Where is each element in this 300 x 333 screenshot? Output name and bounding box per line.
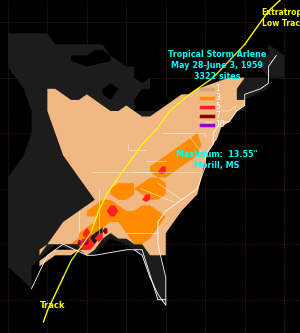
Polygon shape bbox=[158, 166, 166, 174]
Polygon shape bbox=[134, 61, 150, 83]
Polygon shape bbox=[106, 205, 119, 216]
Polygon shape bbox=[71, 50, 110, 67]
Text: 10: 10 bbox=[215, 120, 225, 129]
Polygon shape bbox=[142, 194, 150, 202]
Text: Maximum:  13.55": Maximum: 13.55" bbox=[176, 150, 258, 159]
Text: 5: 5 bbox=[215, 102, 220, 111]
Text: Extratropical
Low Track: Extratropical Low Track bbox=[262, 8, 300, 28]
Polygon shape bbox=[79, 240, 81, 244]
Text: Tropical Storm Arlene: Tropical Storm Arlene bbox=[168, 50, 266, 59]
Polygon shape bbox=[79, 222, 95, 239]
Polygon shape bbox=[134, 177, 166, 200]
Polygon shape bbox=[83, 239, 88, 245]
Polygon shape bbox=[8, 33, 284, 305]
Text: 3322 sites: 3322 sites bbox=[194, 72, 240, 81]
Polygon shape bbox=[71, 200, 166, 244]
Text: Track: Track bbox=[40, 301, 65, 310]
Polygon shape bbox=[190, 89, 197, 94]
Polygon shape bbox=[110, 183, 134, 200]
Polygon shape bbox=[103, 83, 118, 100]
Polygon shape bbox=[40, 78, 245, 266]
Polygon shape bbox=[40, 200, 103, 255]
Polygon shape bbox=[83, 227, 91, 239]
Polygon shape bbox=[87, 200, 110, 216]
Text: 1: 1 bbox=[215, 84, 220, 93]
Text: Merill, MS: Merill, MS bbox=[194, 161, 240, 170]
Polygon shape bbox=[150, 133, 201, 177]
Text: May 28-June 3, 1959: May 28-June 3, 1959 bbox=[171, 61, 263, 70]
Polygon shape bbox=[85, 239, 88, 243]
Polygon shape bbox=[77, 240, 80, 245]
Text: 3: 3 bbox=[215, 93, 220, 102]
Polygon shape bbox=[79, 239, 95, 250]
Text: 7: 7 bbox=[215, 111, 220, 120]
Polygon shape bbox=[103, 227, 107, 234]
Polygon shape bbox=[166, 94, 182, 106]
Polygon shape bbox=[95, 233, 103, 242]
